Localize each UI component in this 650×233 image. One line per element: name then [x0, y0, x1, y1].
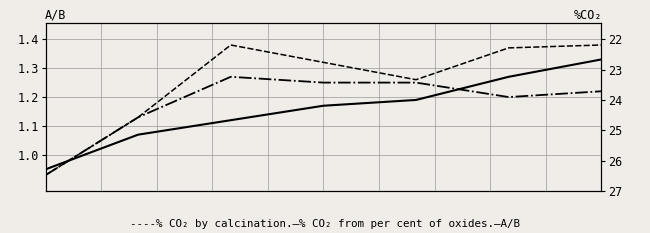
Text: ----% CO₂ by calcination.—% CO₂ from per cent of oxides.—A/B: ----% CO₂ by calcination.—% CO₂ from per…	[130, 219, 520, 229]
Text: A/B: A/B	[45, 9, 66, 22]
Text: %CO₂: %CO₂	[573, 9, 602, 22]
